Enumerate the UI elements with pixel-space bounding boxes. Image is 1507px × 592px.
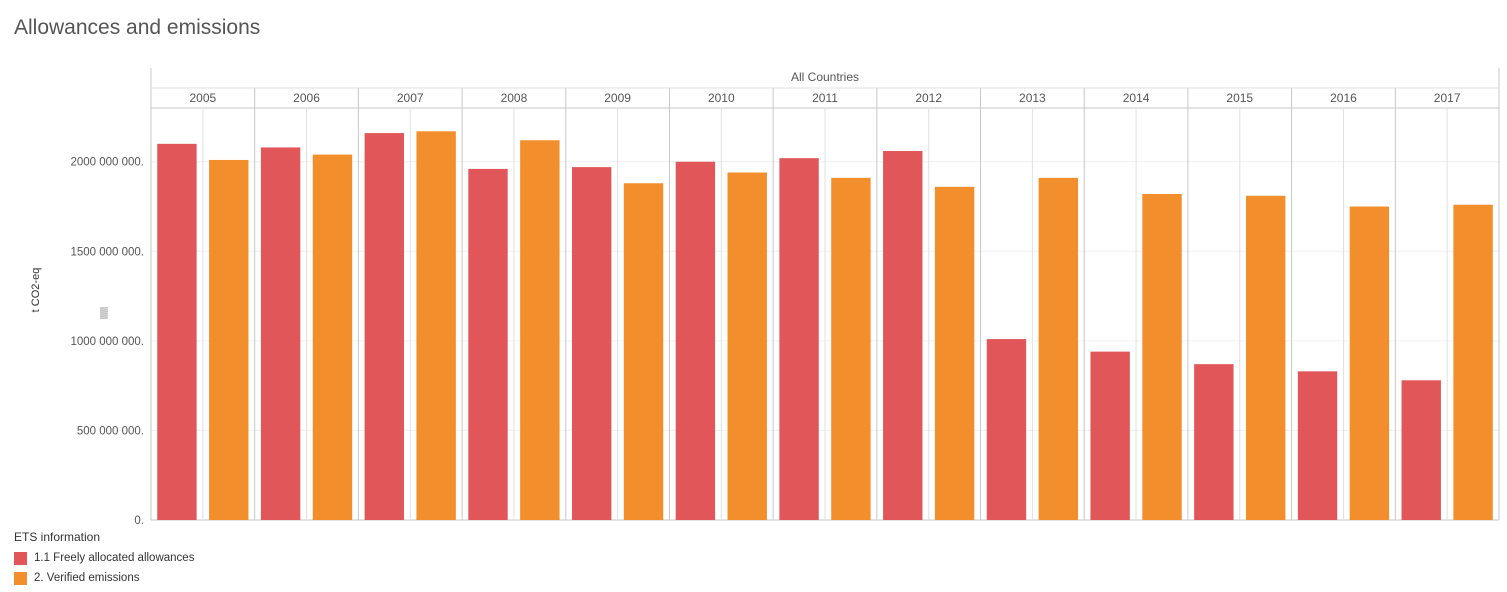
bar-emissions[interactable]	[1245, 195, 1286, 520]
bar-allowances[interactable]	[571, 167, 612, 520]
bar-emissions[interactable]	[934, 186, 975, 521]
year-label: 2009	[604, 91, 631, 105]
bar-allowances[interactable]	[779, 158, 819, 520]
bar-allowances[interactable]	[1090, 351, 1130, 520]
y-tick-label: 500 000 000.	[77, 425, 144, 437]
legend-title: ETS information	[14, 530, 101, 544]
year-label: 2016	[1330, 91, 1357, 105]
bar-allowances[interactable]	[986, 339, 1027, 520]
bar-emissions[interactable]	[1453, 204, 1493, 520]
legend-label-allowances: 1.1 Freely allocated allowances	[34, 552, 195, 564]
year-label: 2012	[915, 91, 942, 105]
bar-allowances[interactable]	[157, 143, 197, 520]
y-tick-label: 0.	[134, 515, 144, 525]
year-label: 2013	[1019, 91, 1046, 105]
year-label: 2014	[1123, 91, 1150, 105]
bar-emissions[interactable]	[416, 131, 456, 520]
bar-allowances[interactable]	[1297, 371, 1338, 520]
bar-allowances[interactable]	[468, 168, 508, 520]
bar-allowances[interactable]	[883, 150, 923, 520]
y-tick-label: 1500 000 000.	[70, 246, 144, 258]
y-tick-label: 1000 000 000.	[70, 336, 144, 348]
bar-emissions[interactable]	[209, 159, 249, 521]
bar-emissions[interactable]	[1142, 193, 1182, 520]
bar-emissions[interactable]	[1038, 177, 1079, 520]
bar-emissions[interactable]	[727, 172, 767, 521]
year-label: 2011	[812, 91, 838, 105]
bar-emissions[interactable]	[1349, 206, 1390, 521]
legend-label-emissions: 2. Verified emissions	[34, 572, 140, 584]
legend-swatch-emissions	[14, 571, 27, 585]
y-tick-label: 2000 000 000.	[70, 157, 144, 169]
year-label: 2010	[708, 91, 735, 105]
sort-axis-icon[interactable]: ▒	[100, 307, 108, 319]
year-label: 2007	[397, 91, 424, 105]
year-label: 2006	[293, 91, 320, 105]
legend-swatch-allowances	[14, 551, 27, 565]
y-axis-label: t CO2-eq	[30, 267, 42, 313]
legend-item-emissions[interactable]: 2. Verified emissions	[14, 568, 194, 588]
bar-emissions[interactable]	[312, 154, 353, 520]
bar-allowances[interactable]	[1194, 364, 1234, 520]
year-label: 2017	[1434, 91, 1461, 105]
legend: ETS information 1.1 Freely allocated all…	[14, 530, 194, 588]
bar-emissions[interactable]	[623, 183, 664, 520]
bar-chart: 0. 500 000 000. 1000 000 000. 1500 000 000.…	[70, 68, 1500, 525]
legend-item-allowances[interactable]: 1.1 Freely allocated allowances	[14, 548, 194, 568]
bar-emissions[interactable]	[831, 177, 871, 520]
year-label: 2008	[501, 91, 528, 105]
bar-allowances[interactable]	[675, 161, 716, 520]
bar-allowances[interactable]	[260, 147, 301, 520]
year-label: 2015	[1226, 91, 1253, 105]
chart-title: Allowances and emissions	[14, 16, 261, 39]
bar-allowances[interactable]	[1401, 380, 1441, 520]
bar-emissions[interactable]	[520, 140, 560, 521]
column-header: All Countries	[791, 70, 859, 84]
year-label: 2005	[189, 91, 216, 105]
bar-allowances[interactable]	[364, 133, 405, 521]
